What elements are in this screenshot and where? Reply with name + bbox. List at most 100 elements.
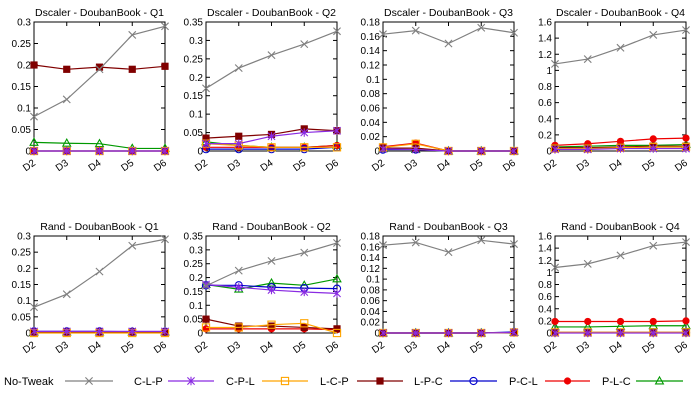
x-tick-label: D4 <box>436 340 453 357</box>
data-point <box>649 317 657 326</box>
data-point <box>300 248 309 257</box>
y-tick-label: 1 <box>546 66 552 77</box>
y-tick-label: 0.12 <box>361 61 381 72</box>
data-point <box>267 143 276 152</box>
legend-marker <box>187 376 195 386</box>
data-point <box>95 327 104 336</box>
legend-marker <box>85 377 93 385</box>
data-point <box>128 327 137 336</box>
series-line <box>382 27 515 45</box>
data-point <box>682 238 690 247</box>
y-tick-label: 0.08 <box>361 89 381 100</box>
panel-2: Dscaler - DoubanBook - Q2 0 0.05 0.1 0.15 0.2… <box>184 7 342 174</box>
data-point <box>333 126 341 135</box>
x-tick-label: D2 <box>193 340 210 357</box>
series-p-c-l <box>551 317 690 326</box>
data-point <box>267 322 276 330</box>
legend-entry-p-c-l: P-C-L <box>509 376 590 388</box>
y-tick-label: 0.15 <box>184 287 204 298</box>
panel-title: Rand - DoubanBook - Q1 <box>40 221 159 233</box>
series-no-tweak <box>379 23 518 48</box>
data-point <box>333 325 341 333</box>
data-point <box>649 135 657 143</box>
x-tick-label: D2 <box>370 158 387 175</box>
data-point <box>583 259 592 268</box>
y-tick-label: 0.8 <box>538 280 552 291</box>
legend-label: C-L-P <box>134 376 163 388</box>
legend-label: P-L-C <box>602 376 631 388</box>
x-tick-label: D2 <box>21 158 38 175</box>
y-tick-label: 0.1 <box>17 104 31 115</box>
x-tick-label: D6 <box>501 340 518 357</box>
data-point <box>551 59 559 68</box>
y-tick-label: 0.04 <box>361 118 381 129</box>
y-tick-label: 0.15 <box>12 280 32 291</box>
data-point <box>30 146 38 156</box>
series-c-l-p <box>30 327 169 336</box>
y-tick-label: 0.12 <box>361 264 381 275</box>
series-line <box>205 278 338 290</box>
data-point <box>682 26 690 35</box>
series-c-l-p <box>30 146 169 156</box>
panel-title: Dscaler - DoubanBook - Q1 <box>35 7 164 19</box>
legend-entry-l-p-c: L-P-C <box>414 376 497 388</box>
y-tick-label: 0.1 <box>17 296 31 307</box>
panel-title: Dscaler - DoubanBook - Q4 <box>556 7 685 19</box>
series-l-c-p <box>202 315 341 333</box>
x-tick-label: D4 <box>608 340 625 357</box>
y-tick-label: 0.35 <box>184 18 204 29</box>
y-tick-label: 0.14 <box>361 253 381 264</box>
data-point <box>477 23 486 32</box>
data-point <box>95 267 104 276</box>
data-point <box>332 273 342 283</box>
legend-entry-c-p-l: C-P-L <box>226 376 308 388</box>
data-point <box>202 315 210 323</box>
legend-label: C-P-L <box>226 376 255 388</box>
y-tick-label: 0.18 <box>361 232 381 243</box>
series-c-l-p <box>551 144 690 154</box>
y-tick-label: 0.1 <box>189 301 203 312</box>
x-tick-label: D6 <box>152 340 169 357</box>
data-point <box>616 328 625 338</box>
data-point <box>95 65 104 74</box>
y-tick-label: 0.05 <box>184 128 204 139</box>
panel-1: Dscaler - DoubanBook - Q1 0 0.05 0.1 0.15 0.2… <box>12 7 170 174</box>
y-tick-label: 0.2 <box>189 73 203 84</box>
panel-title: Dscaler - DoubanBook - Q3 <box>384 7 513 19</box>
data-point <box>510 28 518 37</box>
series-line <box>33 238 166 308</box>
y-tick-label: 0 <box>197 147 203 158</box>
y-tick-label: 0 <box>546 329 552 340</box>
data-point <box>616 317 625 326</box>
data-point <box>583 55 592 64</box>
legend-marker <box>654 375 665 385</box>
x-tick-label: D2 <box>193 158 210 175</box>
data-point <box>379 144 387 154</box>
series-line <box>382 239 515 253</box>
legend-entry-no-tweak: No-Tweak <box>4 376 113 388</box>
data-point <box>267 285 276 295</box>
series-line <box>206 146 338 150</box>
y-tick-label: 0.25 <box>184 54 204 65</box>
y-tick-label: 1.2 <box>538 256 552 267</box>
data-point <box>379 241 387 250</box>
y-tick-label: 0.6 <box>538 292 552 303</box>
data-point <box>477 236 486 245</box>
data-point <box>682 144 690 153</box>
x-tick-label: D5 <box>291 340 308 357</box>
y-tick-label: 1.6 <box>538 18 552 29</box>
y-tick-label: 0.05 <box>12 312 32 323</box>
x-tick-label: D6 <box>501 158 518 175</box>
data-point <box>62 95 71 104</box>
x-tick-label: D2 <box>21 340 38 357</box>
data-point <box>202 139 210 148</box>
data-point <box>510 328 518 337</box>
y-tick-label: 0.25 <box>12 39 32 50</box>
y-tick-label: 0.08 <box>361 285 381 296</box>
legend-entry-l-c-p: L-C-P <box>320 376 403 388</box>
series-line <box>33 141 165 150</box>
x-tick-label: D2 <box>542 158 559 175</box>
y-tick-label: 0.1 <box>366 75 380 86</box>
y-tick-label: 0.4 <box>538 114 552 125</box>
